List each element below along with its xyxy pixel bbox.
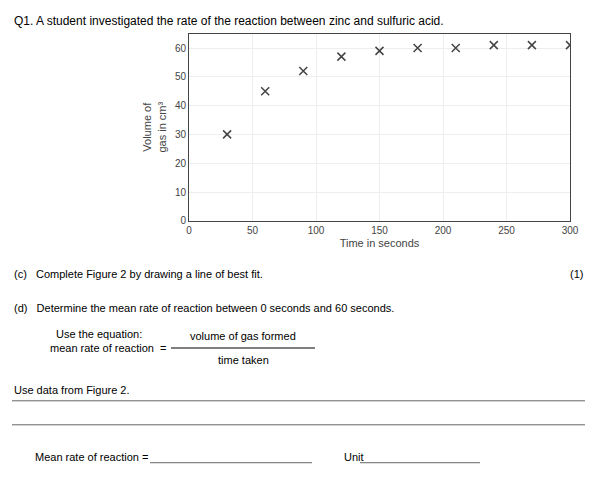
svg-text:60: 60 — [175, 43, 187, 54]
svg-text:(d) Determine the mean rate: (d) Determine the mean rate of reaction … — [14, 302, 394, 314]
svg-text:30: 30 — [175, 129, 187, 140]
svg-text:Mean rate of reaction =: Mean rate of reaction = — [35, 451, 148, 463]
svg-text:volume of gas formed: volume of gas formed — [190, 330, 296, 342]
svg-text:50: 50 — [247, 225, 259, 236]
svg-text:0: 0 — [180, 215, 186, 226]
svg-text:100: 100 — [308, 225, 325, 236]
svg-text:mean rate of reaction =: mean rate of reaction = — [50, 342, 166, 354]
svg-text:300: 300 — [562, 225, 579, 236]
svg-text:200: 200 — [435, 225, 452, 236]
svg-text:(1): (1) — [570, 268, 583, 280]
svg-text:time taken: time taken — [218, 354, 269, 366]
svg-text:10: 10 — [175, 187, 187, 198]
svg-text:50: 50 — [175, 71, 187, 82]
svg-text:(c) Complete Figure 2 by dra: (c) Complete Figure 2 by drawing a line … — [14, 268, 263, 280]
svg-text:Use data from Figure 2.: Use data from Figure 2. — [14, 384, 130, 396]
svg-text:40: 40 — [175, 100, 187, 111]
svg-text:250: 250 — [498, 225, 515, 236]
svg-text:Q1. A student investigated the: Q1. A student investigated the rate of t… — [14, 14, 444, 28]
svg-text:20: 20 — [175, 158, 187, 169]
svg-text:Volume ofgas in cm³: Volume ofgas in cm³ — [141, 102, 167, 153]
svg-text:0: 0 — [186, 225, 192, 236]
svg-text:Unit: Unit — [344, 451, 364, 463]
svg-text:Use the equation:: Use the equation: — [56, 328, 142, 340]
svg-text:150: 150 — [371, 225, 388, 236]
svg-text:Time in seconds: Time in seconds — [340, 237, 420, 249]
